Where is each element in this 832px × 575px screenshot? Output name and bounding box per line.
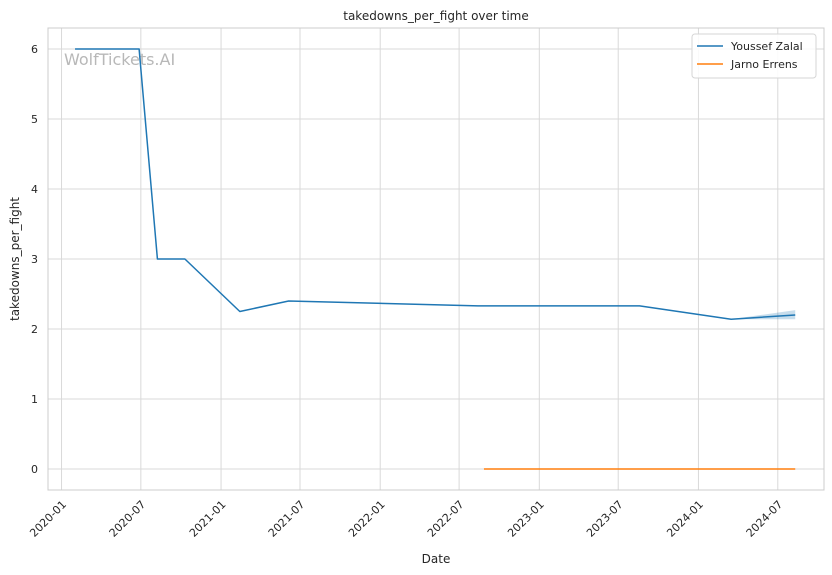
legend-label-youssef-zalal: Youssef Zalal (730, 40, 803, 53)
watermark: WolfTickets.AI (64, 50, 175, 69)
series-youssef-zalal-line (75, 48, 796, 320)
legend-box (691, 33, 817, 79)
series-youssef-zalal-confidence-band (731, 310, 796, 320)
legend: Youssef Zalal Jarno Errens (691, 33, 817, 79)
y-axis-label: takedowns_per_fight (8, 197, 22, 321)
y-tick-label: 5 (31, 113, 38, 126)
y-tick-label: 0 (31, 463, 38, 476)
y-tick-label: 2 (31, 323, 38, 336)
x-axis-label: Date (422, 552, 451, 566)
y-tick-label: 6 (31, 43, 38, 56)
grid-lines (48, 28, 824, 490)
plot-area-frame (47, 27, 825, 491)
y-tick-label: 1 (31, 393, 38, 406)
y-axis-ticks: 0 1 2 3 4 5 6 (31, 43, 38, 476)
series-layer (75, 48, 796, 470)
chart-title: takedowns_per_fight over time (343, 9, 529, 23)
y-tick-label: 3 (31, 253, 38, 266)
legend-label-jarno-errens: Jarno Errens (730, 58, 798, 71)
y-tick-label: 4 (31, 183, 38, 196)
